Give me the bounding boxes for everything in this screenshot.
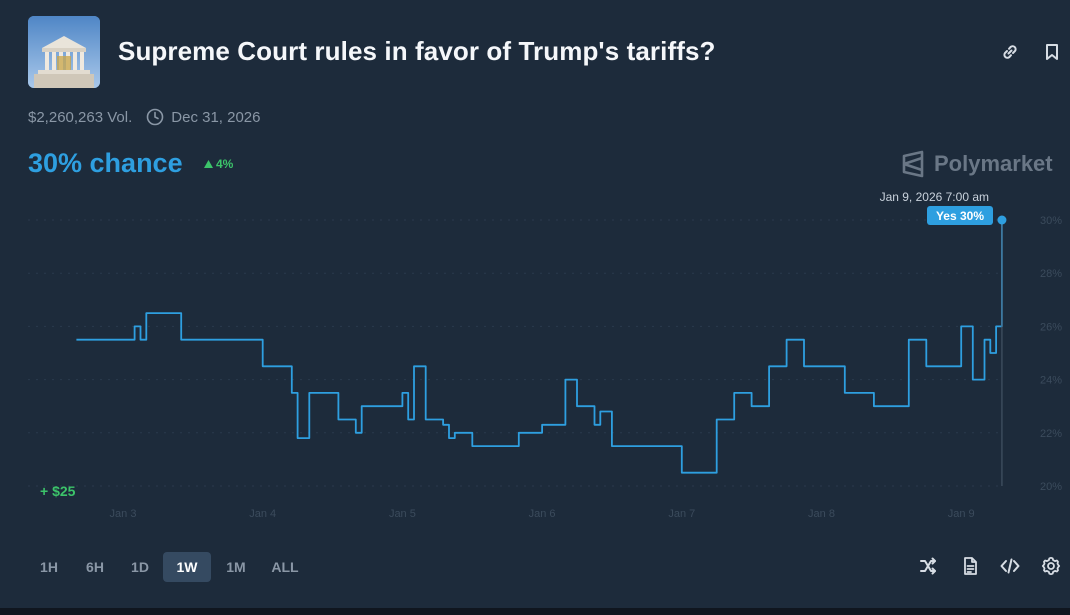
embed-code-icon[interactable] — [1000, 556, 1020, 576]
price-chart[interactable]: 20% 22% 24% 26% 28% 30% Jan 3 Jan 4 Jan 5 Jan 6 Ja… — [0, 0, 1070, 540]
bookmark-icon[interactable] — [1042, 42, 1062, 62]
end-date-text: Dec 31, 2026 — [171, 108, 261, 126]
volume-text: $2,260,263 Vol. — [28, 108, 133, 126]
y-tick-label: 28% — [1040, 268, 1062, 280]
bottom-border — [0, 608, 1070, 615]
x-tick-label: Jan 4 — [249, 508, 276, 520]
document-icon[interactable] — [960, 556, 980, 576]
x-tick-label: Jan 8 — [808, 508, 835, 520]
tooltip-date: Jan 9, 2026 7:00 am — [880, 190, 989, 204]
timeframe-1h[interactable]: 1H — [40, 559, 58, 575]
timeframe-all[interactable]: ALL — [271, 559, 299, 575]
x-tick-label: Jan 6 — [529, 508, 556, 520]
brand-name: Polymarket — [934, 151, 1053, 176]
triangle-up-icon — [204, 160, 213, 168]
timeframe-6h[interactable]: 6H — [86, 559, 104, 575]
shuffle-icon[interactable] — [918, 556, 938, 576]
x-tick-label: Jan 5 — [389, 508, 416, 520]
y-tick-label: 22% — [1040, 428, 1062, 440]
x-tick-label: Jan 9 — [948, 508, 975, 520]
market-meta: $2,260,263 Vol. Dec 31, 2026 — [28, 108, 261, 126]
x-tick-label: Jan 7 — [668, 508, 695, 520]
market-thumbnail — [28, 16, 100, 88]
y-tick-label: 20% — [1040, 481, 1062, 493]
chance-change-value: 4% — [216, 157, 234, 171]
timeframe-1d[interactable]: 1D — [131, 559, 149, 575]
tooltip-label: Yes 30% — [936, 209, 984, 223]
market-title: Supreme Court rules in favor of Trump's … — [118, 36, 716, 66]
polymarket-brand: Polymarket — [900, 150, 1053, 178]
polymarket-logo-icon — [902, 150, 924, 178]
y-tick-label: 24% — [1040, 375, 1062, 387]
gear-icon[interactable] — [1041, 556, 1061, 576]
timeframe-1m[interactable]: 1M — [226, 559, 246, 575]
hover-point — [997, 215, 1007, 225]
y-tick-label: 26% — [1040, 321, 1062, 333]
x-tick-label: Jan 3 — [110, 508, 137, 520]
timeframe-1w[interactable]: 1W — [163, 552, 211, 582]
link-icon[interactable] — [1000, 42, 1020, 62]
clock-icon — [146, 108, 164, 126]
series-line-yes — [76, 220, 1003, 474]
supreme-court-image — [28, 16, 100, 88]
tooltip-badge — [927, 206, 993, 225]
y-tick-label: 30% — [1040, 215, 1062, 227]
chance-value: 30% chance — [28, 148, 183, 178]
position-gain: + $25 — [40, 483, 76, 499]
chance-change: 4% — [204, 157, 233, 171]
